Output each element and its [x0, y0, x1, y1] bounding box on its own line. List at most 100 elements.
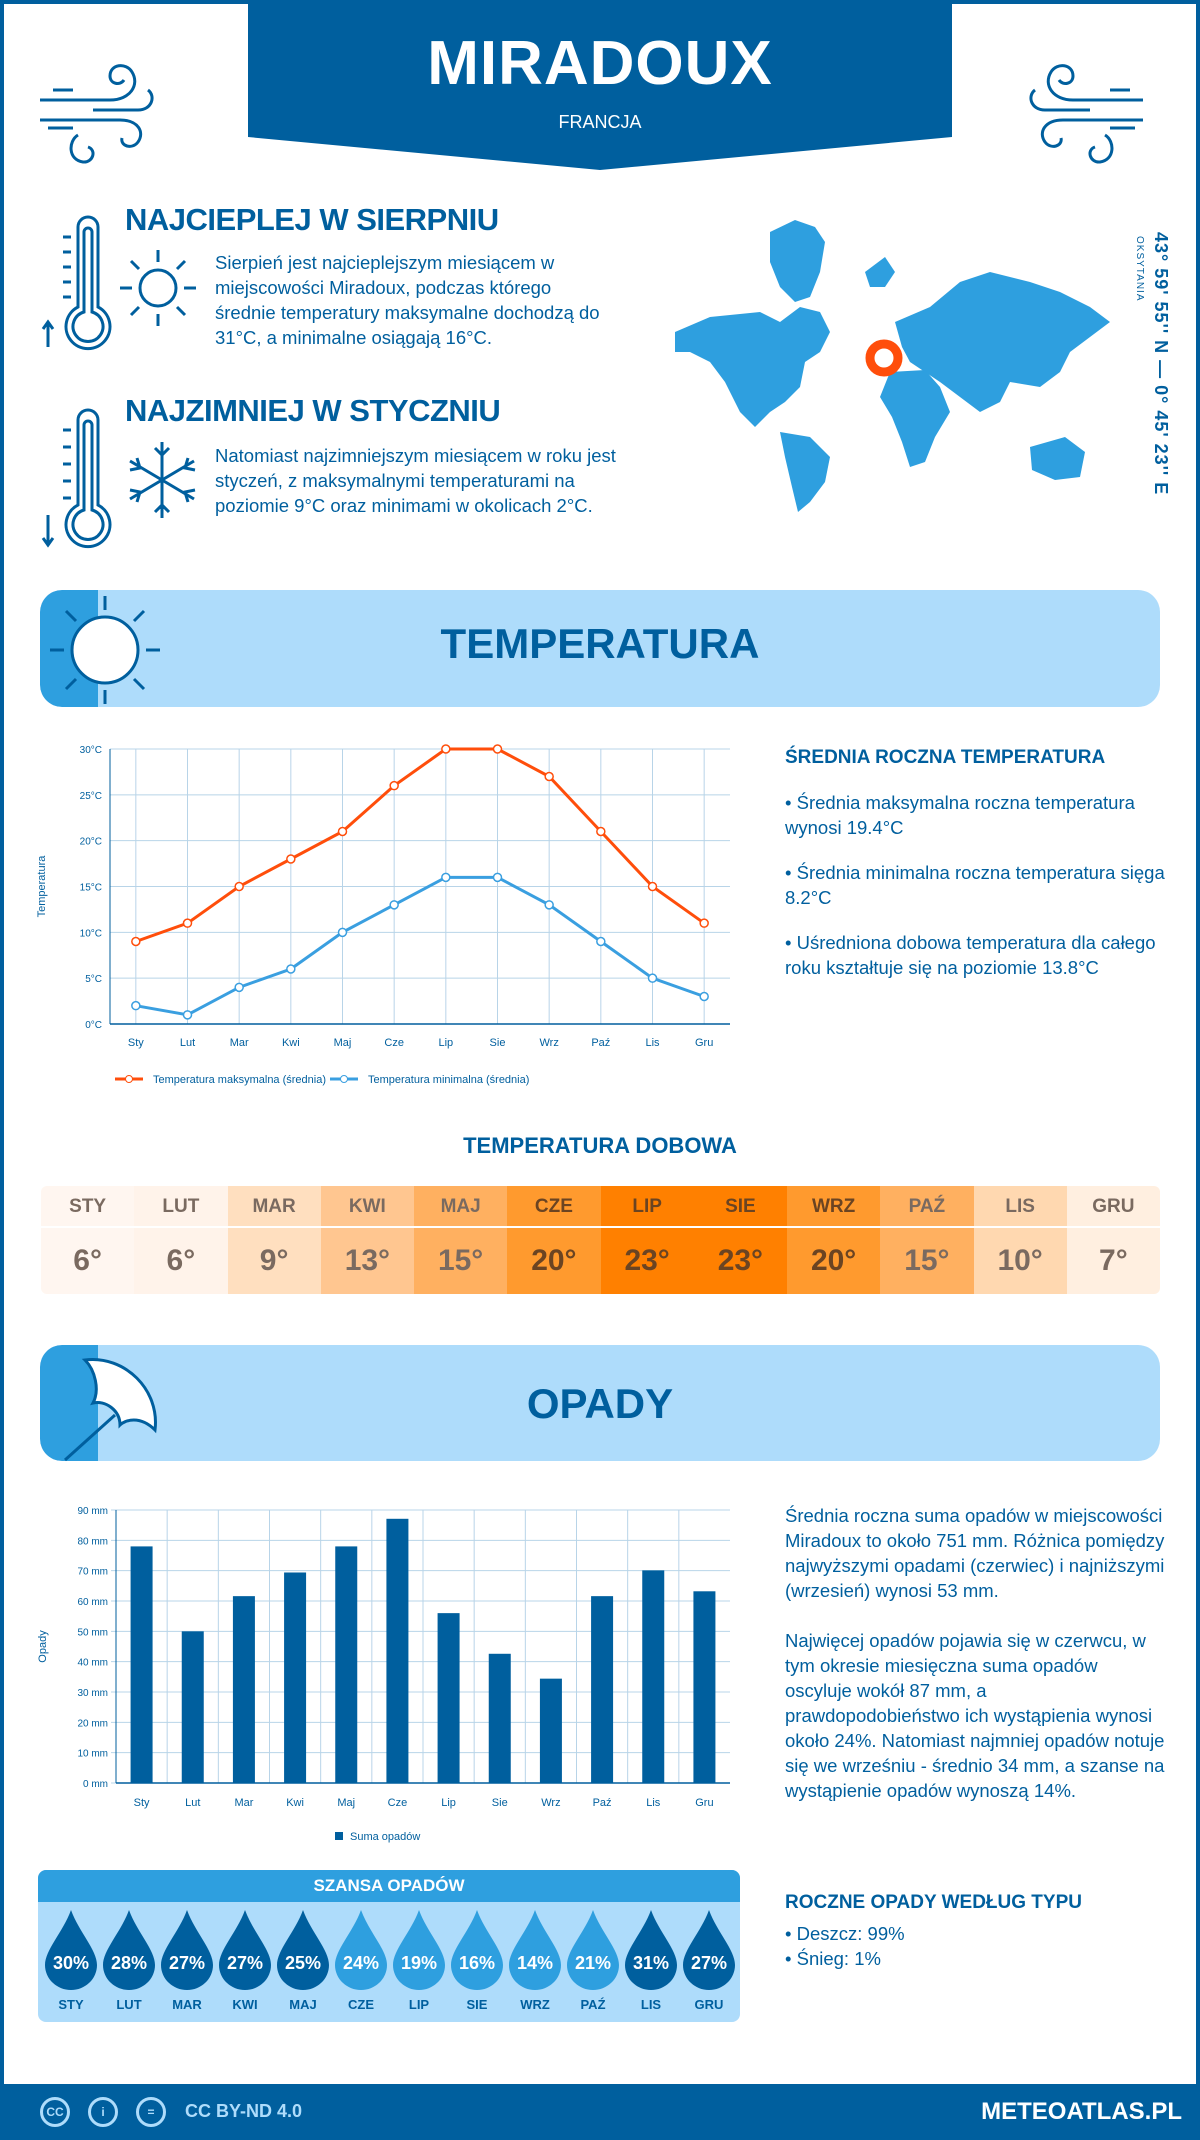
- raindrop-icon: [625, 1910, 677, 1990]
- bar: [539, 1678, 562, 1783]
- series-line: [135, 875, 705, 1017]
- data-point: [441, 744, 451, 754]
- bar: [284, 1572, 307, 1783]
- data-point: [337, 927, 348, 938]
- y-tick-label: 50 mm: [77, 1627, 108, 1638]
- precip-chance-item: 19% LIP: [390, 1910, 448, 2018]
- raindrop-icon: [277, 1910, 329, 1990]
- bar: [437, 1613, 460, 1783]
- data-point: [492, 872, 503, 883]
- chance-value: 27%: [226, 1953, 264, 1973]
- daily-month: LUT: [134, 1186, 228, 1228]
- raindrop-icon: [45, 1910, 97, 1990]
- location-marker-icon: [865, 339, 903, 377]
- site-link[interactable]: METEOATLAS.PL: [981, 2098, 1182, 2125]
- daily-value: 6°: [166, 1244, 196, 1277]
- daily-value: 23°: [717, 1244, 764, 1277]
- bar: [642, 1570, 665, 1783]
- thermometer-up-icon: [41, 215, 112, 351]
- chance-month: LIS: [640, 1997, 662, 2012]
- precip-type-item: • Deszcz: 99%: [785, 1923, 905, 1944]
- daily-month: PAŹ: [880, 1186, 974, 1228]
- daily-value: 7°: [1099, 1244, 1128, 1277]
- daily-month: GRU: [1066, 1186, 1160, 1228]
- data-point: [441, 872, 451, 883]
- precip-chance-item: 31% LIS: [622, 1910, 680, 2018]
- x-tick-label: Maj: [337, 1797, 355, 1809]
- thermometer-down-icon: [41, 408, 112, 549]
- license-link[interactable]: CC BY-ND 4.0: [185, 2101, 303, 2121]
- data-point: [596, 826, 606, 837]
- chance-value: 28%: [110, 1953, 148, 1973]
- temperature-summary: ŚREDNIA ROCZNA TEMPERATURA • Średnia mak…: [785, 745, 1165, 980]
- x-tick-label: Kwi: [286, 1797, 304, 1809]
- daily-value: 20°: [531, 1244, 577, 1277]
- precip-chance-item: 25% MAJ: [274, 1910, 332, 2018]
- daily-month: CZE: [507, 1186, 601, 1228]
- daily-month: LIP: [600, 1186, 694, 1228]
- x-tick-label: Lis: [645, 1037, 660, 1049]
- city-title: MIRADOUX: [427, 29, 773, 98]
- data-point: [699, 918, 709, 928]
- y-tick-label: 90 mm: [77, 1506, 108, 1517]
- daily-cell: LIS 10°: [973, 1186, 1067, 1294]
- data-point: [699, 991, 709, 1002]
- summary-item: • Średnia maksymalna roczna temperatura …: [785, 792, 1135, 838]
- daily-value: 23°: [624, 1244, 670, 1277]
- data-point: [234, 982, 244, 993]
- y-tick-label: 80 mm: [77, 1536, 108, 1547]
- chance-value: 25%: [284, 1953, 322, 1973]
- precip-summary: Średnia roczna suma opadów w miejscowośc…: [785, 1503, 1165, 1803]
- data-point: [286, 964, 296, 974]
- daily-month: KWI: [320, 1186, 414, 1228]
- x-tick-label: Sty: [128, 1037, 144, 1049]
- chance-value: 14%: [516, 1953, 554, 1973]
- y-tick-label: 0°C: [85, 1020, 102, 1031]
- data-point: [131, 1000, 141, 1011]
- raindrop-icon: [451, 1910, 503, 1990]
- x-tick-label: Cze: [384, 1037, 404, 1049]
- bar: [693, 1591, 716, 1783]
- x-tick-label: Lis: [646, 1797, 661, 1809]
- y-tick-label: 20°C: [80, 837, 102, 848]
- chance-month: WRZ: [520, 1997, 550, 2012]
- daily-month: MAR: [227, 1186, 321, 1228]
- summary-item: • Średnia minimalna roczna temperatura s…: [785, 862, 1165, 908]
- sun-icon: [50, 596, 160, 704]
- world-map: [675, 220, 1110, 512]
- precip-text: Średnia roczna suma opadów w miejscowośc…: [785, 1505, 1165, 1601]
- precip-type-heading: ROCZNE OPADY WEDŁUG TYPU: [785, 1892, 1082, 1913]
- x-tick-label: Paź: [593, 1797, 612, 1809]
- bar: [591, 1596, 614, 1783]
- x-tick-label: Paź: [591, 1037, 610, 1049]
- chance-month: LUT: [116, 1997, 142, 2012]
- data-point: [286, 854, 296, 864]
- raindrop-icon: [103, 1910, 155, 1990]
- chance-value: 31%: [632, 1953, 670, 1973]
- data-point: [544, 771, 554, 782]
- coldest-text: Natomiast najzimniejszym miesiącem w rok…: [215, 445, 616, 516]
- temperature-chart: 0°C 5°C 10°C 15°C 20°C 25°C 30°C Sty Lut Mar Kwi Ma…: [36, 744, 730, 1086]
- chance-month: SIE: [466, 1997, 488, 2012]
- bar: [488, 1653, 511, 1783]
- data-point: [596, 936, 606, 947]
- bar: [335, 1546, 358, 1783]
- no-derivatives-icon: =: [136, 2097, 166, 2127]
- raindrop-icon: [219, 1910, 271, 1990]
- cc-icon: CC: [40, 2097, 70, 2127]
- daily-month: SIE: [693, 1186, 787, 1228]
- chance-value: 21%: [574, 1953, 612, 1973]
- daily-value: 6°: [73, 1244, 102, 1277]
- bar: [386, 1518, 409, 1783]
- daily-cell: SIE 23°: [693, 1186, 787, 1294]
- legend-label: Suma opadów: [350, 1831, 420, 1843]
- daily-value: 9°: [259, 1244, 289, 1277]
- daily-cell: LUT 6°: [134, 1186, 228, 1294]
- data-point: [492, 744, 503, 754]
- y-tick-label: 20 mm: [77, 1718, 108, 1729]
- x-tick-label: Lut: [180, 1037, 195, 1049]
- daily-cell: GRU 7°: [1066, 1186, 1160, 1294]
- daily-cell: STY 6°: [41, 1186, 135, 1294]
- umbrella-icon: [63, 1358, 157, 1462]
- country-label: FRANCJA: [558, 112, 642, 132]
